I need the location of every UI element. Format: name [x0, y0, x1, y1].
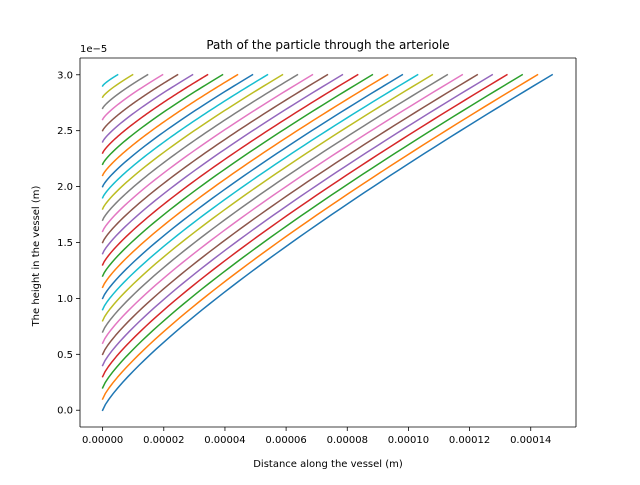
- series-line-5: [101, 73, 479, 356]
- y-axis-label: The height in the vessel (m): [31, 185, 42, 327]
- y-tick-label: 1.0: [57, 294, 73, 305]
- series-line-24: [101, 73, 194, 143]
- x-tick-label: 0.00008: [327, 435, 368, 446]
- series-line-3: [101, 73, 508, 378]
- series-layer: [101, 73, 554, 412]
- x-tick-label: 0.00014: [510, 435, 551, 446]
- series-line-0: [101, 73, 554, 412]
- series-line-16: [101, 73, 314, 233]
- series-line-10: [101, 73, 404, 300]
- y-tick-label: 2.5: [57, 126, 73, 137]
- series-line-20: [101, 73, 254, 188]
- series-line-18: [101, 73, 284, 210]
- y-tick-label: 0.0: [57, 406, 73, 417]
- chart-title: Path of the particle through the arterio…: [206, 38, 449, 52]
- series-line-27: [101, 73, 149, 110]
- series-line-29: [101, 73, 119, 87]
- series-line-4: [101, 73, 494, 367]
- series-line-13: [101, 73, 359, 266]
- series-line-21: [101, 73, 239, 177]
- series-line-1: [101, 73, 539, 401]
- series-line-7: [101, 73, 449, 333]
- series-line-23: [101, 73, 209, 155]
- y-tick-label: 2.0: [57, 182, 73, 193]
- series-line-28: [101, 73, 134, 99]
- series-line-19: [101, 73, 269, 199]
- x-tick-label: 0.00012: [449, 435, 490, 446]
- axes-layer: 0.00000 0.00002 0.00004 0.00006 0.00008 0.000…: [57, 57, 577, 446]
- y-offset-text: 1e−5: [80, 44, 107, 55]
- series-line-17: [101, 73, 299, 222]
- series-line-15: [101, 73, 329, 244]
- y-tick-label: 3.0: [57, 70, 73, 81]
- series-line-12: [101, 73, 374, 278]
- x-axis-label: Distance along the vessel (m): [253, 459, 403, 470]
- series-line-25: [101, 73, 179, 132]
- series-line-6: [101, 73, 464, 345]
- plot-background: [80, 58, 576, 427]
- x-tick-label: 0.00000: [82, 435, 123, 446]
- y-tick-label: 1.5: [57, 238, 73, 249]
- plot-area: [80, 58, 576, 427]
- series-line-14: [101, 73, 344, 255]
- x-tick-label: 0.00002: [143, 435, 184, 446]
- series-line-2: [101, 73, 524, 389]
- x-tick-label: 0.00010: [388, 435, 429, 446]
- x-tick-label: 0.00004: [204, 435, 245, 446]
- series-line-8: [101, 73, 434, 322]
- series-line-26: [101, 73, 164, 121]
- y-tick-label: 0.5: [57, 350, 73, 361]
- series-line-11: [101, 73, 389, 289]
- series-line-9: [101, 73, 419, 311]
- series-line-22: [101, 73, 224, 166]
- x-tick-label: 0.00006: [265, 435, 306, 446]
